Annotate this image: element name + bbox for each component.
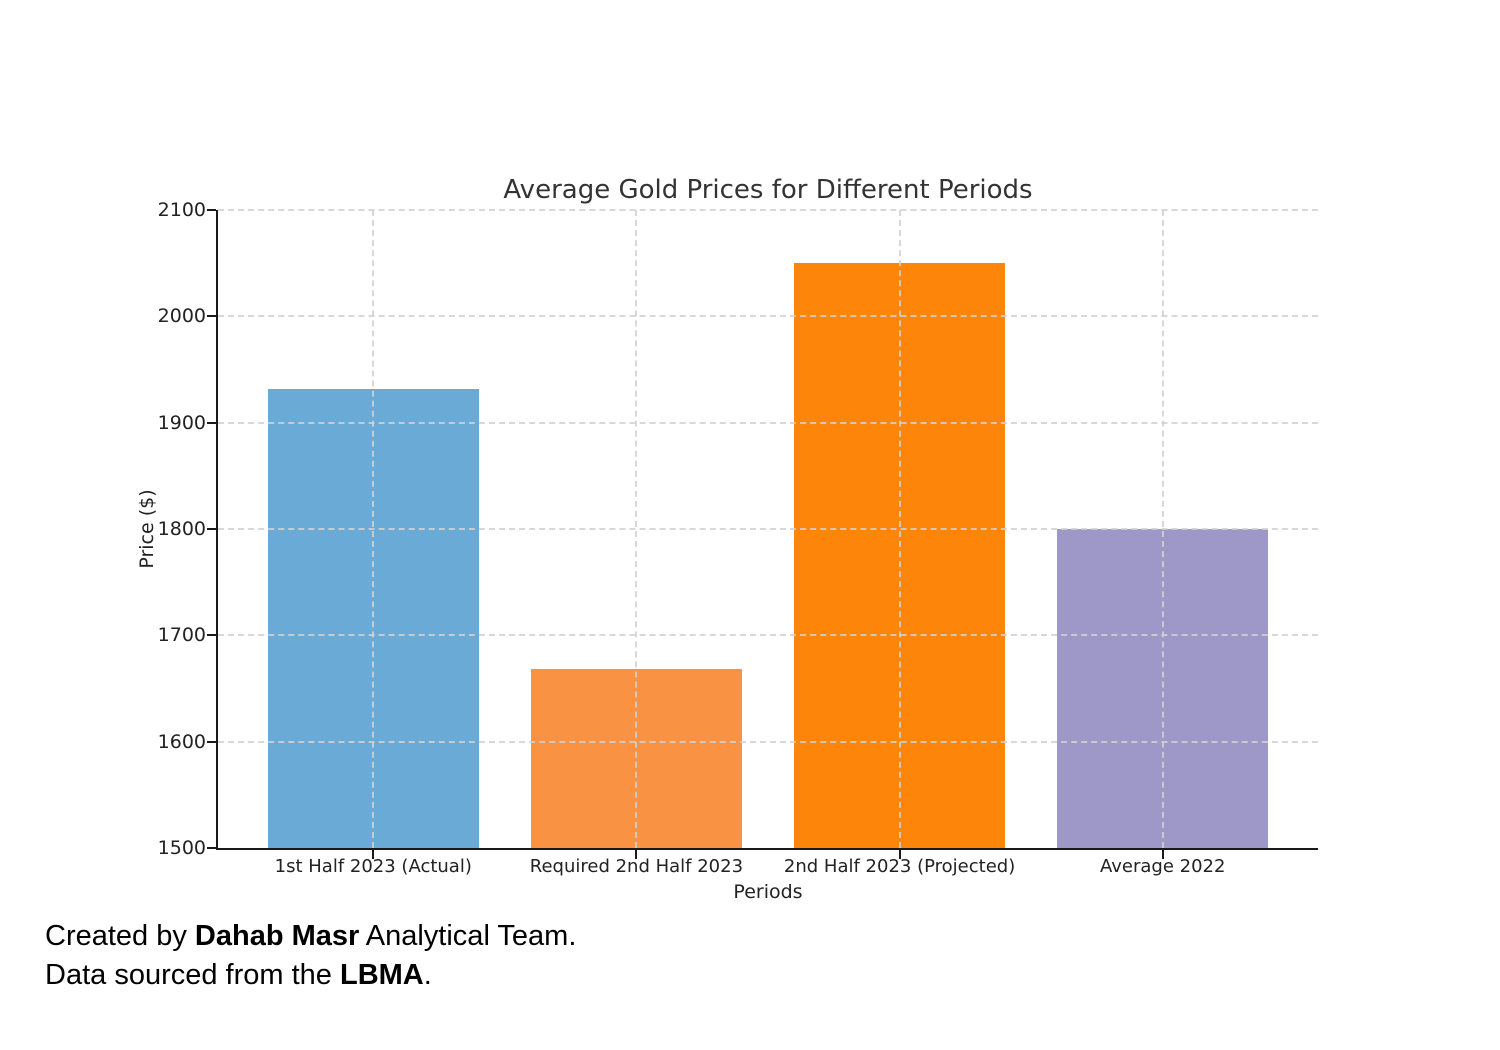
gridline-horizontal	[218, 528, 1318, 530]
y-tick-mark	[207, 740, 216, 743]
y-tick-mark	[207, 528, 216, 530]
gridline-horizontal	[218, 740, 1318, 743]
x-tick-label: Required 2nd Half 2023	[529, 856, 744, 877]
y-tick-label: 1700	[157, 624, 206, 647]
y-tick-label: 1800	[157, 518, 206, 540]
gridline-horizontal	[218, 634, 1318, 637]
x-tick-label: 2nd Half 2023 (Projected)	[783, 856, 1016, 877]
x-tick-label: Average 2022	[1100, 856, 1226, 877]
gridline-horizontal	[218, 209, 1318, 211]
y-tick-mark	[207, 209, 216, 211]
x-tick-mark	[1161, 850, 1164, 859]
chart-title: Average Gold Prices for Different Period…	[503, 175, 1033, 205]
gridline-vertical	[898, 210, 901, 848]
footer-text: Created by	[45, 920, 195, 952]
gridline-vertical	[635, 210, 638, 848]
y-axis-spine	[216, 210, 218, 850]
gridline-vertical	[372, 210, 375, 848]
y-tick-mark	[207, 315, 216, 318]
gridline-vertical	[1161, 210, 1164, 848]
y-tick-label: 1900	[157, 411, 206, 434]
plot-area: 1500 1600 1700 1800 1900 2000 2100 1st Half 202…	[158, 199, 1318, 877]
y-tick-label: 2100	[157, 199, 206, 221]
footer-line-2: Data sourced from the LBMA.	[45, 956, 576, 995]
x-tick-label: 1st Half 2023 (Actual)	[274, 856, 472, 877]
x-axis-spine	[216, 848, 1318, 850]
x-tick-mark	[898, 850, 901, 859]
y-tick-mark	[207, 634, 216, 637]
footer-brand-name: Dahab Masr	[194, 920, 360, 952]
x-axis-label: Periods	[733, 881, 803, 903]
x-tick-mark	[635, 850, 638, 859]
footer-text: .	[423, 959, 432, 991]
y-tick-mark	[207, 847, 216, 849]
attribution-block: Created by Dahab Masr Analytical Team. D…	[45, 917, 576, 995]
x-tick-mark	[372, 850, 375, 859]
y-tick-label: 1600	[157, 730, 206, 753]
footer-text: Data sourced from the	[45, 959, 340, 991]
y-tick-mark	[207, 421, 216, 424]
gridline-horizontal	[218, 421, 1318, 424]
footer-line-1: Created by Dahab Masr Analytical Team.	[45, 917, 576, 956]
footer-text: Analytical Team.	[359, 920, 577, 952]
y-tick-label: 1500	[157, 837, 206, 859]
footer-source-name: LBMA	[339, 959, 424, 991]
y-tick-label: 2000	[157, 305, 206, 328]
gridline-horizontal	[218, 315, 1318, 318]
